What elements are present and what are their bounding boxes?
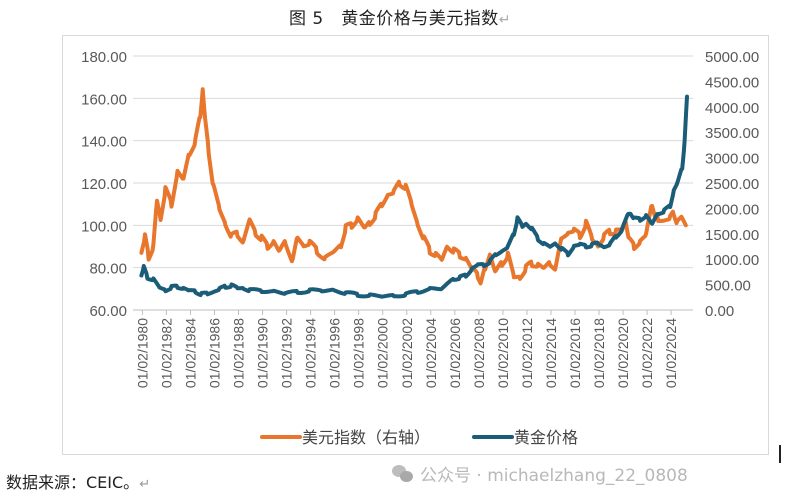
- figure-title: 图 5 黄金价格与美元指数↵: [0, 4, 800, 29]
- legend-item-gold-price: 黄金价格: [472, 428, 578, 447]
- left-axis-tick: 120.00: [81, 176, 127, 193]
- x-axis-tick: 01/02/2016: [567, 318, 583, 388]
- right-axis-tick: 3500.00: [705, 125, 759, 142]
- x-axis-tick: 01/02/1980: [134, 318, 150, 388]
- left-axis-tick: 100.00: [81, 218, 127, 235]
- x-axis: 01/02/1980 01/02/1982 01/02/1984 01/02/1986…: [134, 310, 679, 388]
- watermark-text: 公众号 · michaelzhang_22_0808: [420, 466, 688, 486]
- right-axis: 5000.00 4500.00 4000.00 3500.00 3000.00 2500.…: [705, 49, 759, 320]
- x-axis-tick: 01/02/2014: [543, 318, 559, 388]
- x-axis-tick: 01/02/2010: [495, 318, 511, 388]
- left-axis-tick: 180.00: [81, 49, 127, 66]
- figure-title-text: 图 5 黄金价格与美元指数: [289, 9, 499, 29]
- watermark: 公众号 · michaelzhang_22_0808: [392, 461, 688, 486]
- x-axis-tick: 01/02/1996: [327, 318, 343, 388]
- right-axis-tick: 0.00: [705, 303, 734, 320]
- x-axis-tick: 01/02/1988: [231, 318, 247, 388]
- x-axis-tick: 01/02/2002: [399, 318, 415, 388]
- x-axis-tick: 01/02/2004: [423, 318, 439, 388]
- left-axis-tick: 80.00: [89, 261, 127, 278]
- right-axis-tick: 4500.00: [705, 74, 759, 91]
- x-axis-tick: 01/02/2018: [591, 318, 607, 388]
- left-axis-tick: 140.00: [81, 134, 127, 151]
- legend-item-usd-index: 美元指数（右轴）: [260, 428, 430, 447]
- right-axis-tick: 2000.00: [705, 201, 759, 218]
- x-axis-tick: 01/02/1984: [182, 318, 198, 388]
- right-axis-tick: 500.00: [705, 278, 751, 295]
- text-cursor: [779, 445, 781, 463]
- chart-frame: [62, 35, 769, 455]
- right-axis-tick: 1000.00: [705, 252, 759, 269]
- left-axis: 180.00 160.00 140.00 120.00 100.00 80.00 60.00: [81, 49, 127, 320]
- right-axis-tick: 5000.00: [705, 49, 759, 66]
- x-axis-tick: 01/02/1994: [303, 318, 319, 388]
- x-axis-tick: 01/02/2020: [615, 318, 631, 388]
- x-axis-tick: 01/02/1986: [206, 318, 222, 388]
- x-axis-tick: 01/02/1990: [255, 318, 271, 388]
- gold-price-line: [139, 94, 689, 299]
- series-lines: [139, 87, 689, 299]
- x-axis-tick: 01/02/1982: [158, 318, 174, 388]
- wechat-icon: [392, 464, 414, 483]
- right-axis-tick: 3000.00: [705, 151, 759, 168]
- x-axis-tick: 01/02/2008: [471, 318, 487, 388]
- x-axis-tick: 01/02/2024: [663, 318, 679, 388]
- data-source-note: 数据来源：CEIC。↵: [6, 469, 150, 493]
- gridlines: [133, 55, 693, 311]
- usd-index-line: [139, 87, 688, 286]
- legend-label: 美元指数（右轴）: [302, 428, 430, 447]
- right-axis-tick: 4000.00: [705, 100, 759, 117]
- left-axis-tick: 60.00: [89, 303, 127, 320]
- legend-label: 黄金价格: [514, 428, 578, 447]
- x-axis-tick: 01/02/2006: [447, 318, 463, 388]
- x-axis-tick: 01/02/1992: [279, 318, 295, 388]
- source-text: 数据来源：CEIC。: [6, 473, 140, 492]
- x-axis-tick: 01/02/2012: [519, 318, 535, 388]
- right-axis-tick: 1500.00: [705, 227, 759, 244]
- x-axis-tick: 01/02/1998: [351, 318, 367, 388]
- x-axis-tick: 01/02/2022: [639, 318, 655, 388]
- return-mark-icon: ↵: [139, 477, 151, 492]
- chart-legend: 美元指数（右轴） 黄金价格: [260, 428, 578, 447]
- right-axis-tick: 2500.00: [705, 176, 759, 193]
- left-axis-tick: 160.00: [81, 91, 127, 108]
- return-mark-icon: ↵: [498, 12, 511, 28]
- x-axis-tick: 01/02/2000: [375, 318, 391, 388]
